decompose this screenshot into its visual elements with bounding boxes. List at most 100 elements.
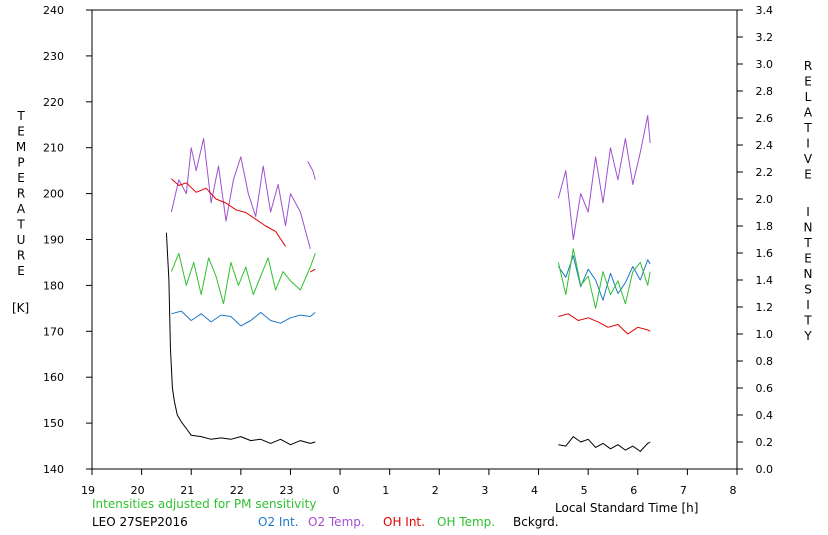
left-axis-letter: E	[17, 171, 25, 185]
x-axis-label: Local Standard Time [h]	[555, 501, 698, 515]
left-axis-letter: P	[17, 156, 24, 170]
right-axis-letter: V	[804, 152, 813, 166]
right-axis-letter: I	[806, 205, 810, 219]
legend-entry: O2 Int.	[258, 515, 299, 529]
series-line-oh-int	[310, 268, 316, 273]
series-line-o2-temp	[170, 138, 311, 249]
right-axis-letter: A	[804, 106, 813, 120]
left-tick-label: 190	[43, 234, 64, 247]
right-tick-label: 2.6	[756, 112, 774, 125]
plot-frame	[91, 9, 738, 470]
left-tick-label: 210	[43, 142, 64, 155]
right-tick-label: 0.0	[756, 463, 774, 476]
x-tick-label: 22	[230, 484, 244, 497]
series-line-oh-temp	[557, 248, 651, 309]
left-axis-letter: T	[16, 218, 25, 232]
right-axis: 0.0 0.2 0.4 0.6 0.8 1.0 1.2 1.4 1.6 1.8 2.0 2.2 2.4 2…	[737, 4, 773, 476]
right-axis-letter: T	[803, 236, 812, 250]
left-tick-label: 220	[43, 96, 64, 109]
series-line-bckgrd	[165, 232, 316, 446]
right-axis-letter: I	[806, 137, 810, 151]
right-tick-label: 0.8	[756, 355, 774, 368]
series-line-oh-int	[558, 313, 651, 335]
series-line-oh-int	[171, 178, 286, 247]
right-axis-letter: E	[804, 75, 812, 89]
x-tick-label: 23	[279, 484, 293, 497]
right-axis-letter: Y	[803, 329, 812, 343]
x-tick-label: 19	[81, 484, 95, 497]
right-tick-label: 2.4	[756, 139, 774, 152]
left-tick-label: 160	[43, 371, 64, 384]
legend-entry: OH Temp.	[437, 515, 495, 529]
right-axis-letter: E	[804, 252, 812, 266]
series-line-o2-int	[557, 255, 651, 301]
right-tick-label: 1.2	[756, 301, 774, 314]
right-tick-label: 1.8	[756, 220, 774, 233]
right-tick-label: 3.0	[756, 58, 774, 71]
left-tick-label: 170	[43, 325, 64, 338]
x-tick-label: 2	[432, 484, 439, 497]
legend-entry: OH Int.	[383, 515, 425, 529]
sensitivity-note: Intensities adjusted for PM sensitivity	[92, 497, 316, 511]
x-tick-label: 7	[680, 484, 687, 497]
x-tick-label: 20	[131, 484, 145, 497]
station-date-label: LEO 27SEP2016	[92, 515, 188, 529]
legend-entry: O2 Temp.	[308, 515, 365, 529]
left-axis-letter: R	[17, 249, 25, 263]
left-tick-label: 150	[43, 417, 64, 430]
x-tick-label: 8	[730, 484, 737, 497]
right-axis-letter: I	[806, 298, 810, 312]
right-tick-label: 2.8	[756, 85, 774, 98]
right-axis-letter: S	[804, 283, 812, 297]
left-tick-label: 240	[43, 4, 64, 17]
right-tick-label: 1.4	[756, 274, 774, 287]
left-axis-letter: T	[16, 109, 25, 123]
left-tick-label: 200	[43, 188, 64, 201]
x-tick-label: 21	[180, 484, 194, 497]
x-tick-label: 1	[382, 484, 389, 497]
right-axis-letter: N	[804, 267, 813, 281]
right-tick-label: 2.2	[756, 166, 774, 179]
legend: O2 Int. O2 Temp. OH Int. OH Temp. Bckgrd.	[258, 515, 559, 529]
right-tick-label: 0.4	[756, 409, 774, 422]
right-axis-letter: L	[805, 90, 812, 104]
x-axis: 19 20 21 22 23 0 1 2 3 4 5 6 7 8	[81, 469, 738, 497]
right-tick-label: 0.2	[756, 436, 774, 449]
x-tick-label: 3	[481, 484, 488, 497]
series-layer	[165, 115, 651, 452]
x-tick-label: 4	[531, 484, 538, 497]
series-line-o2-temp	[307, 161, 316, 180]
left-tick-label: 230	[43, 50, 64, 63]
left-axis-letter: E	[17, 125, 25, 139]
left-axis-letter: U	[17, 233, 26, 247]
right-tick-label: 3.4	[756, 4, 774, 17]
series-line-bckgrd	[558, 436, 651, 452]
x-tick-label: 0	[333, 484, 340, 497]
right-tick-label: 1.0	[756, 328, 774, 341]
right-tick-label: 2.0	[756, 193, 774, 206]
left-axis-letter: M	[16, 140, 26, 154]
right-axis-letter: E	[804, 168, 812, 182]
right-tick-label: 1.6	[756, 247, 774, 260]
left-axis: 140 150 160 170 180 190 200 210 220 230 240	[43, 4, 92, 476]
right-axis-letter: T	[803, 121, 812, 135]
left-tick-label: 140	[43, 463, 64, 476]
x-tick-label: 6	[630, 484, 637, 497]
right-tick-label: 0.6	[756, 382, 774, 395]
series-line-o2-int	[171, 310, 316, 327]
right-axis-letter: N	[804, 221, 813, 235]
left-axis-unit: [K]	[12, 301, 29, 315]
right-axis-letter: R	[804, 59, 812, 73]
series-line-oh-temp	[170, 252, 316, 305]
left-axis-letter: A	[17, 202, 26, 216]
right-axis-letter: T	[803, 314, 812, 328]
legend-entry: Bckgrd.	[513, 515, 559, 529]
left-axis-letter: R	[17, 187, 25, 201]
right-tick-label: 3.2	[756, 31, 774, 44]
x-tick-label: 5	[581, 484, 588, 497]
left-tick-label: 180	[43, 279, 64, 292]
series-line-o2-temp	[557, 115, 651, 240]
